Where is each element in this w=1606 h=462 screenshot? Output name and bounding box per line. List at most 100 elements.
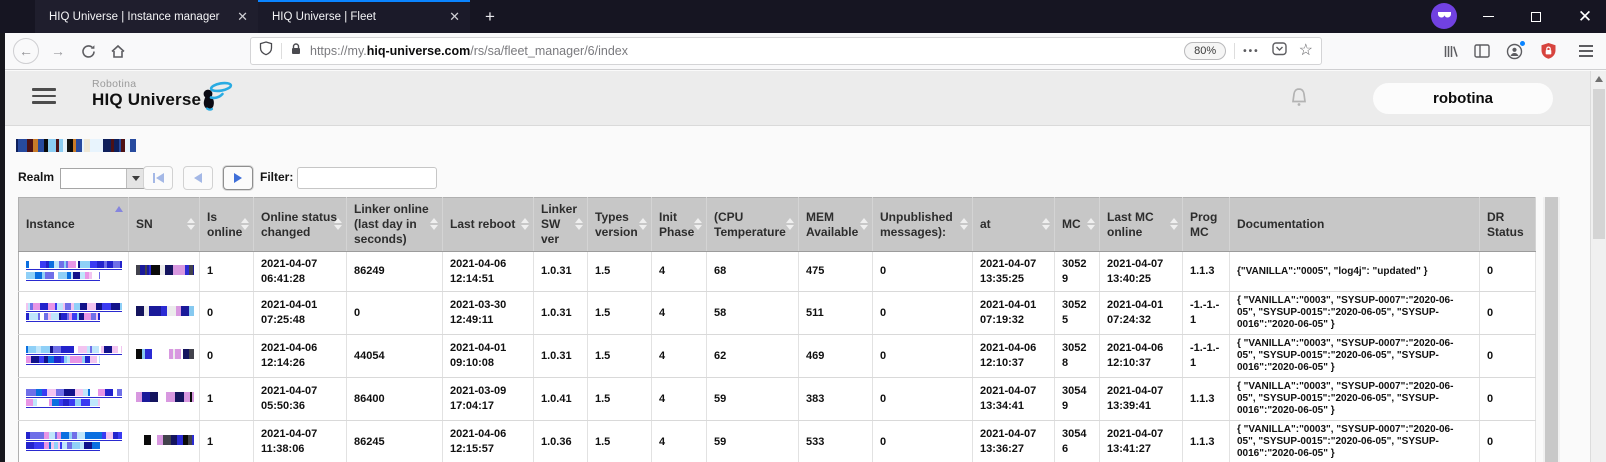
active-tab-accent	[258, 0, 470, 2]
brand: Robotina HIQ Universe	[92, 78, 201, 110]
instance-link-redacted[interactable]	[26, 301, 122, 324]
scrollbar-thumb[interactable]	[1593, 89, 1605, 239]
notifications-bell-icon[interactable]	[1288, 86, 1310, 115]
column-header-last_reboot[interactable]: Last reboot	[442, 197, 534, 252]
realm-select[interactable]	[60, 168, 145, 189]
bookmark-star-icon[interactable]: ☆	[1298, 42, 1313, 59]
cell-types_version: 1.5	[587, 420, 652, 462]
sort-icon	[575, 217, 583, 230]
sort-icon	[694, 217, 702, 230]
column-header-sn[interactable]: SN	[128, 197, 200, 252]
column-header-online_status_changed[interactable]: Online status changed	[253, 197, 347, 252]
cell-online_status_changed: 2021-04-07 06:41:28	[253, 251, 347, 292]
cell-linker_online: 0	[346, 291, 443, 335]
cell-linker_sw_ver: 1.0.41	[533, 377, 588, 421]
back-button[interactable]: ←	[11, 33, 41, 69]
urlbar-separator	[1234, 43, 1236, 59]
cell-last_reboot: 2021-04-01 09:10:08	[442, 334, 534, 378]
zoom-level-badge[interactable]: 80%	[1184, 42, 1227, 60]
table-scrollbar[interactable]	[1543, 197, 1560, 462]
sn-value-redacted	[136, 263, 194, 276]
navigation-toolbar: ← → https://my.hiq-universe.com/rs/sa/fl…	[5, 33, 1606, 70]
cell-last_mc_online: 2021-04-07 13:41:27	[1099, 420, 1183, 462]
sort-ascending-icon	[115, 206, 123, 212]
extension-shield-icon[interactable]	[1533, 33, 1563, 69]
column-label: Prog MC	[1190, 209, 1218, 239]
chevron-down-icon	[126, 169, 144, 188]
column-header-last_mc_online[interactable]: Last MC online	[1099, 197, 1183, 252]
cell-at: 2021-04-07 13:34:41	[972, 377, 1055, 421]
column-header-linker_online[interactable]: Linker online (last day in seconds)	[346, 197, 443, 252]
column-header-mc[interactable]: MC	[1054, 197, 1100, 252]
cell-dr_status: 0	[1479, 291, 1536, 335]
sn-value-redacted	[136, 391, 194, 404]
cell-types_version: 1.5	[587, 291, 652, 335]
column-label: Last reboot	[450, 217, 516, 231]
column-header-mem_available[interactable]: MEM Available	[798, 197, 873, 252]
sort-icon	[1042, 217, 1050, 230]
cell-prog_mc: 1.1.3	[1182, 377, 1230, 421]
cell-linker_online: 86249	[346, 251, 443, 292]
new-tab-button[interactable]: +	[485, 7, 495, 26]
cell-init_phase: 4	[651, 334, 707, 378]
column-label: at	[980, 217, 991, 231]
pagination-first-button[interactable]	[143, 166, 173, 190]
table-controls: Realm Filter:	[5, 166, 1606, 192]
account-icon[interactable]	[1499, 33, 1529, 69]
tab-instance-manager[interactable]: HIQ Universe | Instance manager ✕	[35, 0, 258, 33]
sn-value-redacted	[136, 434, 194, 447]
cell-sn	[128, 291, 200, 335]
brand-company: Robotina	[92, 78, 137, 90]
instance-link-redacted[interactable]	[26, 387, 122, 410]
cell-linker_online: 86400	[346, 377, 443, 421]
tab-fleet[interactable]: HIQ Universe | Fleet ✕	[258, 0, 470, 33]
sort-icon	[960, 217, 968, 230]
column-header-cpu_temperature[interactable]: (CPU Temperature	[706, 197, 799, 252]
filter-input[interactable]	[297, 167, 437, 189]
close-button[interactable]: ✕	[1577, 6, 1593, 26]
column-header-is_online[interactable]: Is online	[199, 197, 254, 252]
forward-button[interactable]: →	[51, 43, 65, 59]
cell-init_phase: 4	[651, 291, 707, 335]
cell-dr_status: 0	[1479, 420, 1536, 462]
column-header-types_version[interactable]: Types version	[587, 197, 652, 252]
pocket-icon[interactable]	[1271, 41, 1287, 61]
url-bar[interactable]: https://my.hiq-universe.com/rs/sa/fleet_…	[250, 37, 1322, 65]
instance-link-redacted[interactable]	[26, 430, 122, 453]
home-button[interactable]	[105, 33, 131, 69]
column-label: SN	[136, 217, 153, 231]
column-header-unpublished_messages[interactable]: Unpublished messages):	[872, 197, 973, 252]
cell-online_status_changed: 2021-04-07 05:50:36	[253, 377, 347, 421]
tab-close-icon[interactable]: ✕	[449, 9, 460, 24]
page-scrollbar[interactable]	[1590, 71, 1606, 462]
breadcrumb-redacted	[16, 137, 136, 153]
library-icon[interactable]	[1435, 33, 1465, 69]
page-actions-icon[interactable]: •••	[1243, 45, 1260, 57]
column-label: Types version	[595, 209, 638, 239]
tracking-protection-shield-icon[interactable]	[259, 41, 273, 61]
scroll-up-icon[interactable]	[1595, 76, 1603, 82]
reload-button[interactable]	[75, 33, 101, 69]
lock-icon[interactable]	[290, 42, 302, 61]
pagination-next-button[interactable]	[223, 166, 253, 190]
tab-close-icon[interactable]: ✕	[237, 9, 248, 24]
cell-mc: 30546	[1054, 420, 1100, 462]
maximize-button[interactable]	[1516, 0, 1556, 33]
minimize-button[interactable]	[1468, 0, 1508, 33]
pagination-previous-button[interactable]	[183, 166, 213, 190]
app-menu-icon[interactable]	[32, 88, 56, 104]
cell-last_mc_online: 2021-04-06 12:10:37	[1099, 334, 1183, 378]
sidebar-toggle-icon[interactable]	[1467, 33, 1497, 69]
cell-mem_available: 383	[798, 377, 873, 421]
column-header-linker_sw_ver[interactable]: Linker SW ver	[533, 197, 588, 252]
account-pill-button[interactable]: robotina	[1373, 83, 1553, 114]
instance-link-redacted[interactable]	[26, 260, 122, 283]
private-browsing-mask-icon	[1431, 3, 1457, 29]
cell-at: 2021-04-07 13:35:25	[972, 251, 1055, 292]
column-header-init_phase[interactable]: Init Phase	[651, 197, 707, 252]
hamburger-menu-icon[interactable]	[1569, 33, 1603, 69]
instance-link-redacted[interactable]	[26, 344, 122, 367]
column-header-instance[interactable]: Instance	[18, 197, 129, 252]
column-header-at[interactable]: at	[972, 197, 1055, 252]
cell-mc: 30528	[1054, 334, 1100, 378]
